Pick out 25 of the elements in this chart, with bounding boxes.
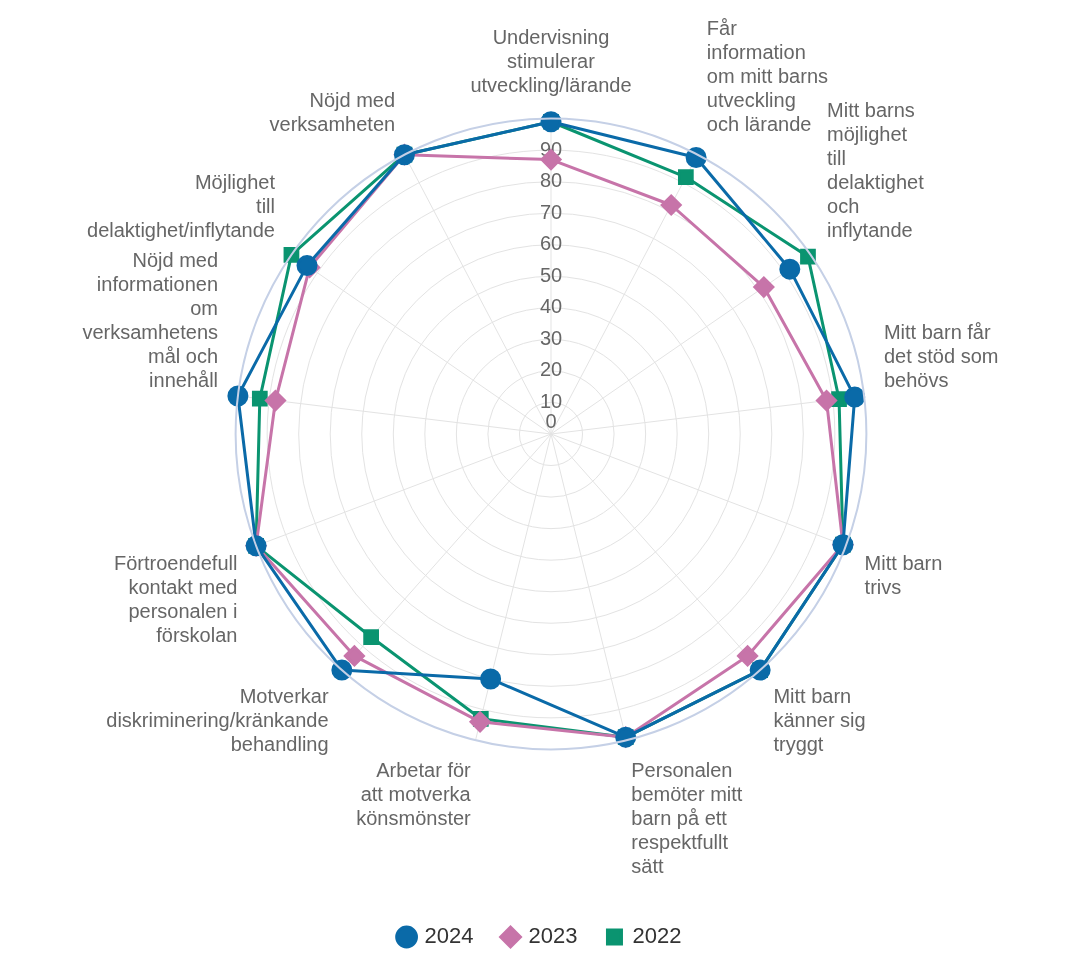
y-tick-label: 80 xyxy=(539,169,563,192)
spoke-label: Förtroendefull kontakt med personalen i förskolan xyxy=(113,552,238,647)
spoke-label: Undervisning stimulerar utveckling/lärande xyxy=(470,26,632,97)
spoke-label: Får information om mitt barns utveckling och lärande xyxy=(706,16,829,135)
spoke-label: Arbetar för att motverka könsmönster xyxy=(356,759,472,830)
y-tick-label: 10 xyxy=(539,389,563,412)
legend-label: 2024 xyxy=(424,923,474,949)
y-tick-label: 30 xyxy=(539,326,563,349)
y-tick-label: 60 xyxy=(539,232,563,255)
spoke-label: Mitt barn trivs xyxy=(864,552,943,599)
spoke-label: Mitt barn känner sig tryggt xyxy=(773,684,866,755)
y-tick-label: 40 xyxy=(539,295,563,318)
y-tick-label: 0 xyxy=(545,409,557,432)
spoke-label: Motverkar diskriminering/kränkande behandling xyxy=(106,684,329,755)
spoke-label: Möjlighet till delaktighet/inflytande xyxy=(87,170,276,241)
spoke-label: Nöjd med verksamheten xyxy=(269,88,396,135)
spoke-label: Personalen bemöter mitt barn på ett respektfullt sätt xyxy=(631,759,743,878)
y-tick-label: 20 xyxy=(539,358,563,381)
spoke-label: Nöjd med informationen om verksamhetens mål och innehåll xyxy=(82,249,219,392)
spoke-label: Mitt barns möjlighet till delaktighet och inflytande xyxy=(827,98,925,241)
y-tick-label: 50 xyxy=(539,263,563,286)
legend-label: 2023 xyxy=(528,923,578,949)
y-tick-label: 70 xyxy=(539,200,563,223)
spoke-label: Mitt barn får det stöd som behövs xyxy=(883,321,999,392)
legend-label: 2022 xyxy=(632,923,682,949)
